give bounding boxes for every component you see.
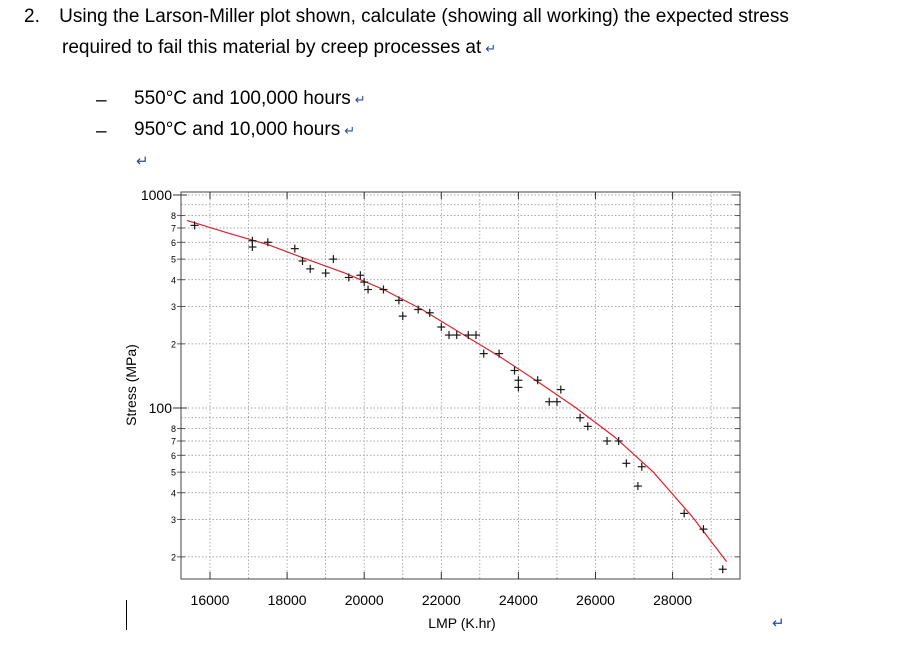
x-tick-label: 16000 — [191, 592, 230, 608]
y-minor-tick-label: 2 — [171, 552, 176, 562]
data-point — [545, 397, 554, 406]
return-mark-icon: ↵ — [344, 123, 356, 138]
data-point — [464, 331, 473, 340]
point-layer — [190, 221, 727, 574]
y-minor-tick-label: 3 — [171, 302, 176, 312]
y-minor-tick-label: 5 — [171, 255, 176, 265]
data-point — [290, 244, 299, 253]
y-tick-layer: 1000 100 8 7 6 5 4 3 2 8 7 6 5 4 3 2 — [141, 187, 740, 562]
y-major-tick-label: 1000 — [141, 187, 172, 203]
data-point — [603, 436, 612, 445]
data-point — [556, 385, 565, 394]
bullet-dash-1: – — [96, 90, 107, 111]
data-point — [394, 296, 403, 305]
y-minor-tick-label: 8 — [171, 211, 176, 221]
data-point — [699, 525, 708, 534]
data-point — [471, 331, 480, 340]
return-mark-icon: ↵ — [354, 92, 366, 107]
y-major-tick-label: 100 — [149, 400, 173, 416]
data-point — [633, 482, 642, 491]
y-minor-tick-label: 4 — [171, 275, 176, 285]
data-point — [637, 462, 646, 471]
data-point — [622, 459, 631, 468]
data-point — [190, 221, 199, 230]
data-point — [298, 256, 307, 265]
bullet-item-1: 550°C and 100,000 hours ↵ — [134, 88, 366, 110]
data-point — [344, 273, 353, 282]
question-text-2: required to fail this material by creep … — [62, 37, 482, 58]
question-line-2: required to fail this material by creep … — [62, 37, 496, 59]
data-point — [718, 565, 727, 574]
data-point — [414, 305, 423, 314]
question-text-1: Using the Larson-Miller plot shown, calc… — [59, 6, 789, 27]
data-point — [248, 242, 257, 251]
data-point — [552, 397, 561, 406]
x-tick-layer: 16000 18000 20000 22000 24000 26000 28000 — [191, 192, 692, 608]
y-axis-label: Stress (MPa) — [123, 344, 139, 426]
data-point — [321, 269, 330, 278]
bullet-text-2: 950°C and 10,000 hours — [134, 119, 341, 140]
plot-frame — [180, 191, 741, 580]
x-tick-label: 24000 — [499, 592, 538, 608]
data-point — [479, 349, 488, 358]
return-mark-icon: ↵ — [136, 153, 149, 170]
return-mark-icon: ↵ — [772, 615, 785, 632]
grid-layer — [181, 192, 740, 579]
text-cursor — [126, 600, 127, 630]
data-point — [425, 308, 434, 317]
y-minor-tick-label: 6 — [171, 238, 176, 248]
y-minor-tick-label: 7 — [171, 436, 176, 446]
data-point — [379, 285, 388, 294]
data-point — [263, 238, 272, 247]
data-point — [445, 331, 454, 340]
y-minor-tick-label: 6 — [171, 451, 176, 461]
bullet-item-2: 950°C and 10,000 hours ↵ — [134, 119, 355, 141]
data-point — [306, 264, 315, 273]
y-minor-tick-label: 2 — [171, 339, 176, 349]
x-tick-label: 28000 — [653, 592, 692, 608]
x-tick-label: 18000 — [268, 592, 307, 608]
data-point — [398, 312, 407, 321]
x-tick-label: 20000 — [345, 592, 384, 608]
y-minor-tick-label: 4 — [171, 488, 176, 498]
bullet-text-1: 550°C and 100,000 hours — [134, 88, 351, 109]
data-point — [329, 255, 338, 264]
data-point — [510, 366, 519, 375]
y-minor-tick-label: 5 — [171, 468, 176, 478]
data-point — [583, 422, 592, 431]
y-minor-tick-label: 7 — [171, 223, 176, 233]
data-point — [514, 376, 523, 385]
data-point — [437, 323, 446, 332]
data-point — [680, 509, 689, 518]
bullet-dash-2: – — [96, 121, 107, 142]
data-point — [360, 278, 369, 287]
fit-curve-line — [186, 219, 728, 562]
question-line-1: 2. Using the Larson-Miller plot shown, c… — [24, 6, 789, 28]
x-tick-label: 26000 — [576, 592, 615, 608]
data-point — [452, 331, 461, 340]
data-point — [614, 436, 623, 445]
x-tick-label: 22000 — [422, 592, 461, 608]
y-minor-tick-label: 8 — [171, 424, 176, 434]
question-number: 2. — [24, 6, 40, 27]
data-point — [576, 413, 585, 422]
x-axis-label: LMP (K.hr) — [428, 615, 495, 631]
return-mark-icon: ↵ — [485, 41, 497, 56]
data-point — [495, 349, 504, 358]
data-point — [356, 271, 365, 280]
data-point — [364, 285, 373, 294]
y-minor-tick-label: 3 — [171, 515, 176, 525]
data-point — [514, 383, 523, 392]
data-point — [533, 376, 542, 385]
